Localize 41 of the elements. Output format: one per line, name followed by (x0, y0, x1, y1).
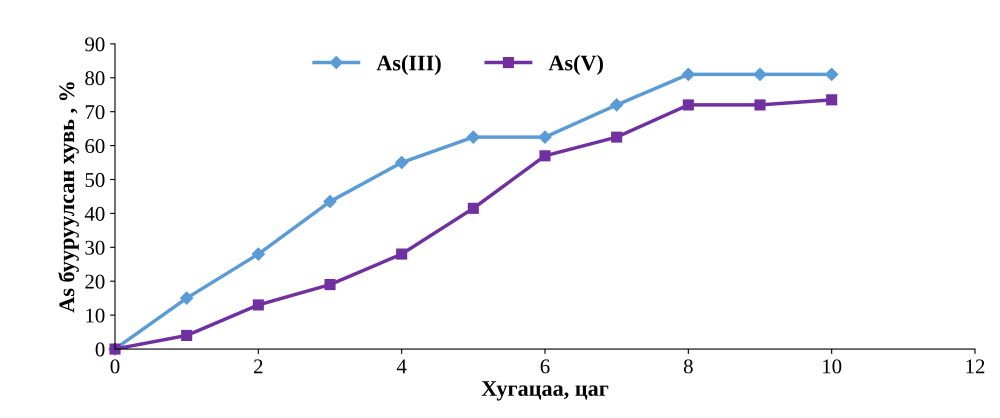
x-axis-title: Хугацаа, цаг (482, 381, 608, 401)
point (466, 130, 480, 144)
y-tick-label: 0 (96, 342, 104, 356)
y-tick-label: 80 (85, 71, 104, 86)
point (610, 98, 624, 112)
point (753, 68, 767, 81)
point (323, 194, 337, 208)
point (611, 132, 622, 143)
x-tick-label: 0 (110, 359, 120, 374)
point (468, 202, 479, 214)
legend-label: As(III) (376, 54, 441, 76)
y-tick-label: 70 (86, 105, 104, 120)
y-tick-label: 30 (85, 240, 104, 255)
point (826, 94, 838, 106)
x-tick-label: 6 (540, 359, 550, 374)
point (754, 99, 766, 110)
x-tick-label: 12 (966, 359, 984, 374)
point (396, 248, 408, 260)
x-tick-label: 4 (396, 359, 407, 374)
point (181, 330, 192, 342)
point (539, 150, 551, 162)
y-tick-label: 10 (86, 308, 104, 323)
point (682, 99, 694, 110)
x-tick-label: 8 (684, 359, 693, 374)
y-tick-label: 90 (85, 37, 104, 52)
y-tick-label: 20 (85, 274, 104, 289)
point (395, 156, 408, 170)
y-axis-title: As бууруулсан хувь , % (58, 82, 79, 313)
y-tick-label: 50 (86, 172, 104, 187)
y-tick-label: 40 (84, 206, 104, 221)
point (252, 248, 265, 261)
point (538, 130, 552, 144)
legend-label: As(V) (548, 54, 603, 76)
x-tick-label: 2 (254, 359, 262, 374)
point (324, 279, 336, 290)
y-tick-label: 60 (85, 138, 104, 154)
x-tick-label: 10 (823, 359, 842, 374)
point (825, 68, 838, 81)
point (252, 299, 264, 311)
point (682, 68, 695, 81)
point (180, 292, 194, 305)
